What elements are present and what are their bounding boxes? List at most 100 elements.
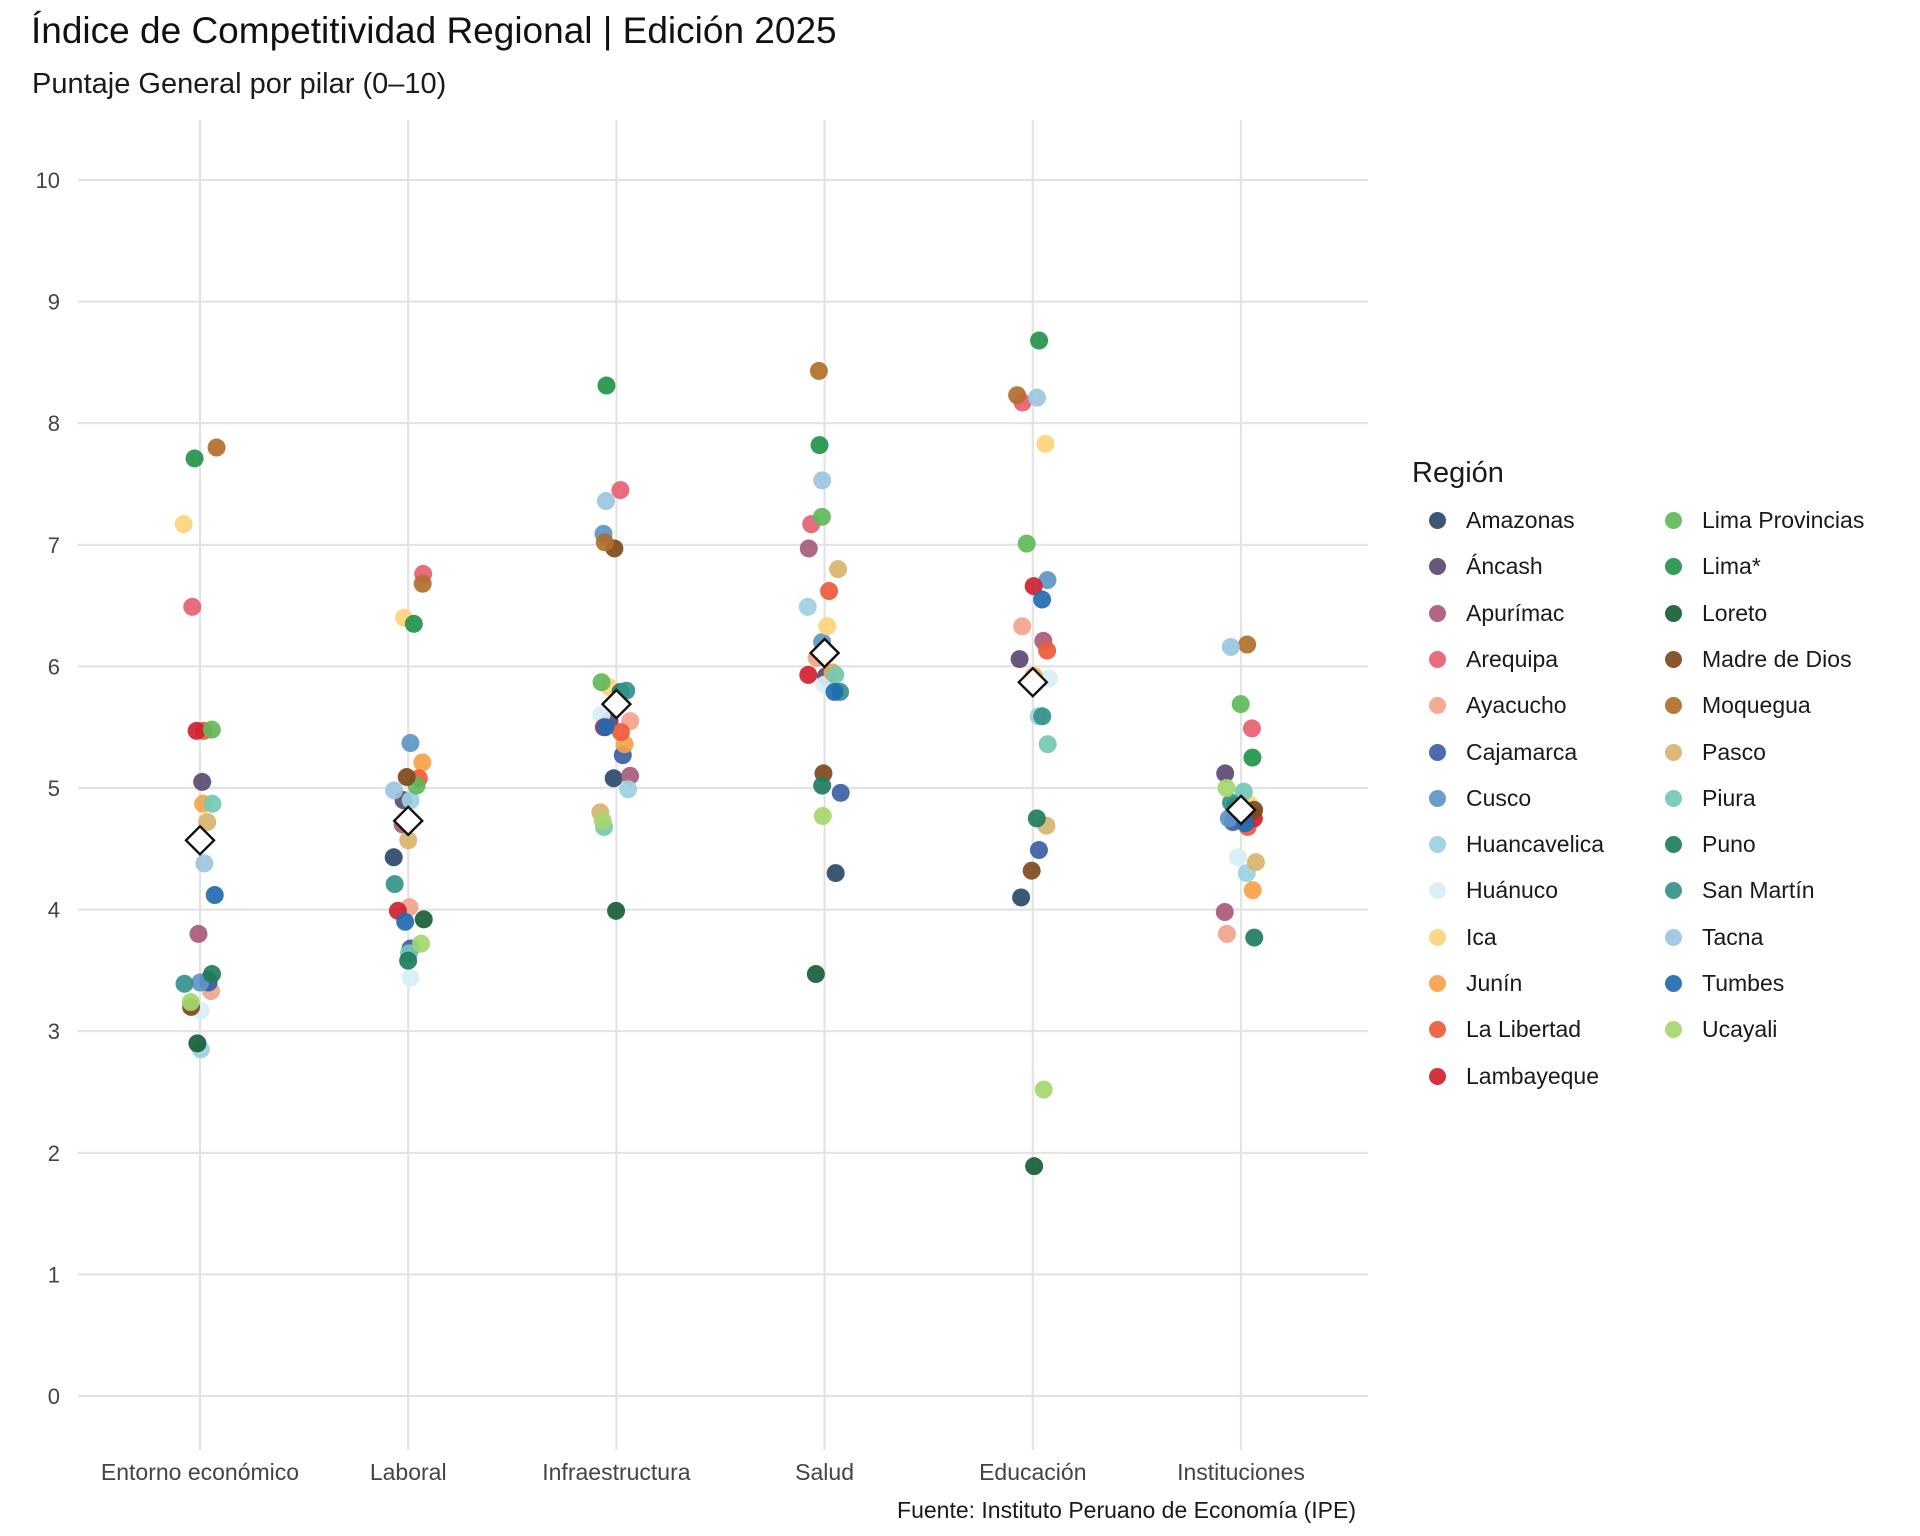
legend-label: Huánuco	[1466, 877, 1559, 904]
data-point	[181, 993, 200, 1012]
data-point	[1017, 534, 1036, 553]
legend-swatch	[1429, 975, 1446, 992]
legend-label: Apurímac	[1466, 599, 1565, 626]
legend-label: Amazonas	[1466, 507, 1575, 533]
legend-swatch	[1429, 512, 1446, 529]
legend-swatch	[1429, 743, 1446, 761]
data-point	[207, 438, 226, 457]
legend-label: Cusco	[1466, 784, 1532, 811]
data-point	[1025, 1157, 1044, 1176]
legend-label: Ucayali	[1702, 1016, 1778, 1043]
y-tick-label: 5	[48, 776, 60, 801]
data-point	[799, 665, 818, 684]
data-point	[1246, 853, 1265, 872]
legend-label: Lima Provincias	[1702, 507, 1865, 533]
data-point	[831, 783, 850, 802]
data-point	[596, 718, 615, 737]
x-tick-labels: Entorno económico Laboral Infraestructura S…	[101, 1459, 1305, 1485]
legend-label: Ica	[1466, 923, 1497, 950]
data-point	[1022, 861, 1041, 880]
data-point	[798, 597, 817, 616]
data-point	[401, 734, 420, 753]
data-point	[1033, 590, 1052, 609]
data-point	[412, 934, 431, 953]
data-point	[1216, 764, 1235, 783]
data-point	[396, 912, 415, 931]
legend-label: Lambayeque	[1466, 1062, 1599, 1089]
data-point	[820, 582, 839, 601]
data-point	[825, 682, 844, 701]
legend-swatch	[1429, 928, 1446, 946]
x-tick-label: Educación	[979, 1459, 1086, 1485]
data-point	[1010, 650, 1029, 669]
legend-swatch	[1665, 975, 1682, 992]
data-point	[198, 813, 217, 832]
data-point	[384, 848, 403, 867]
legend-swatch	[1429, 1067, 1446, 1085]
data-point	[404, 614, 423, 633]
y-tick-label: 1	[48, 1262, 60, 1287]
data-point	[809, 361, 828, 380]
data-point	[185, 449, 204, 468]
legend-swatch	[1429, 789, 1446, 807]
data-point	[1243, 881, 1262, 900]
data-point	[385, 875, 404, 894]
legend-swatch	[1429, 836, 1446, 854]
data-point	[1008, 386, 1027, 405]
data-point	[1024, 577, 1043, 596]
chart-caption: Fuente: Instituto Peruano de Economía (I…	[897, 1497, 1356, 1523]
data-point	[174, 515, 193, 534]
legend-swatch	[1665, 1021, 1682, 1039]
data-point	[829, 560, 848, 579]
data-point	[1243, 748, 1262, 767]
data-point	[810, 436, 829, 455]
data-point	[1215, 903, 1234, 922]
data-point	[1013, 617, 1032, 636]
mean-markers	[184, 637, 1257, 856]
data-point	[813, 806, 832, 825]
legend-label: Áncash	[1466, 553, 1543, 580]
legend-label: Ayacucho	[1466, 692, 1567, 719]
data-point	[1217, 924, 1236, 943]
data-point	[597, 376, 616, 395]
data-point	[413, 753, 432, 772]
data-point	[604, 769, 623, 788]
legend-swatch	[1665, 789, 1682, 807]
data-point	[1038, 735, 1057, 754]
data-point	[399, 951, 418, 970]
y-tick-label: 6	[48, 654, 60, 679]
legend-swatch	[1429, 1021, 1446, 1039]
legend-label: San Martín	[1702, 877, 1815, 904]
data-point	[607, 901, 626, 920]
y-tick-label: 3	[48, 1019, 60, 1044]
data-point	[813, 776, 832, 795]
legend-label: Arequipa	[1466, 645, 1559, 672]
data-point	[593, 811, 612, 830]
data-point	[401, 968, 420, 987]
data-point	[1030, 331, 1049, 350]
legend-swatch	[1665, 650, 1682, 668]
data-point	[202, 965, 221, 984]
x-tick-label: Salud	[795, 1459, 854, 1485]
data-point	[595, 533, 614, 552]
data-point	[799, 539, 818, 558]
x-tick-label: Entorno económico	[101, 1459, 299, 1485]
data-point	[1027, 388, 1046, 407]
legend-swatch	[1665, 928, 1682, 946]
data-point	[826, 864, 845, 883]
data-point	[399, 831, 418, 850]
data-point	[1231, 695, 1250, 714]
legend-label: Junín	[1466, 970, 1523, 996]
legend-swatch	[1665, 743, 1682, 761]
data-point	[189, 924, 208, 943]
mean-marker	[808, 637, 841, 669]
data-point	[188, 1034, 207, 1053]
legend-label: Pasco	[1702, 738, 1766, 765]
y-tick-label: 2	[48, 1141, 60, 1166]
data-point	[806, 965, 825, 984]
data-point	[1038, 641, 1057, 660]
legend-swatch	[1665, 836, 1682, 854]
mean-marker	[184, 824, 216, 856]
legend-label: Puno	[1702, 831, 1756, 858]
chart-subtitle: Puntaje General por pilar (0–10)	[32, 68, 447, 100]
